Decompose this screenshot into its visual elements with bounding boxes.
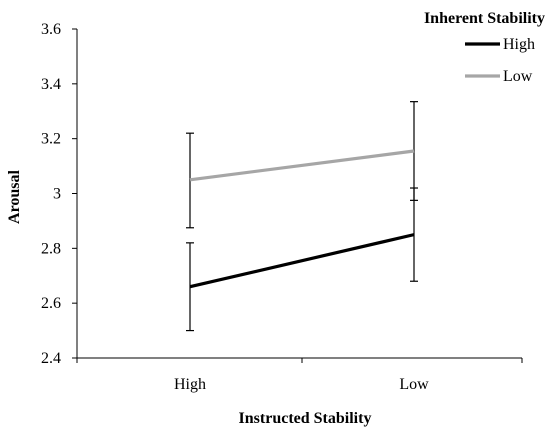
series-line: [189, 149, 415, 182]
series-layer: [186, 101, 418, 332]
x-tick-label: High: [174, 376, 206, 393]
legend-label-high: High: [503, 36, 535, 53]
y-tick-label: 3.4: [41, 76, 61, 93]
series-low: [186, 101, 418, 229]
y-tick-label: 2.8: [41, 240, 61, 257]
y-tick-label: 3: [53, 186, 61, 203]
series-high: [186, 187, 418, 332]
y-tick-label: 2.4: [41, 350, 61, 367]
legend-title: Inherent Stability: [424, 10, 545, 27]
y-tick-label: 2.6: [41, 295, 61, 312]
legend-label-low: Low: [503, 68, 533, 85]
x-axis-title: Instructed Stability: [239, 410, 372, 427]
y-axis-ticks: 2.4 2.6 2.8 3 3.2 3.4 3.6: [41, 21, 77, 367]
y-tick-label: 3.2: [41, 131, 61, 148]
legend: Inherent Stability High Low: [424, 10, 545, 85]
x-axis-ticks: High Low: [76, 358, 523, 393]
series-line: [189, 233, 415, 289]
y-axis-title: Arousal: [6, 169, 23, 223]
x-tick-label: Low: [399, 376, 429, 393]
y-tick-label: 3.6: [41, 21, 61, 38]
